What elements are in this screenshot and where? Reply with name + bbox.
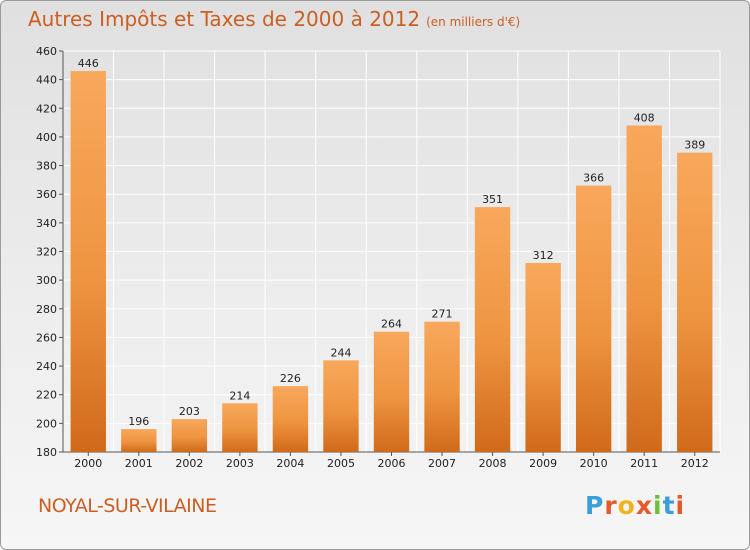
y-tick-label: 440 [36,74,57,87]
x-tick-label: 2000 [74,457,102,470]
bars [70,71,713,453]
bar-value-label: 214 [229,389,250,402]
bar-value-label: 196 [128,415,149,428]
chart-unit-label: (en milliers d'€) [426,15,521,29]
y-tick-label: 300 [36,274,57,287]
bar-value-label: 203 [179,405,200,418]
proxiti-logo: Proxiti [585,491,686,520]
bar [474,207,511,452]
x-tick-label: 2012 [681,457,709,470]
bar-value-label: 312 [533,249,554,262]
x-tick-label: 2002 [175,457,203,470]
bar [121,429,157,452]
y-tick-label: 340 [36,217,57,230]
bar-value-label: 366 [583,172,604,185]
x-tick-label: 2001 [125,457,153,470]
commune-name: NOYAL-SUR-VILAINE [38,495,217,517]
bar [323,360,359,452]
bar-value-label: 389 [684,139,705,152]
y-tick-label: 420 [36,102,57,115]
y-tick-label: 280 [36,303,57,316]
bar-value-label: 264 [381,318,402,331]
x-tick-label: 2010 [580,457,608,470]
bar [525,262,561,452]
x-tick-label: 2009 [529,457,557,470]
y-tick-label: 360 [36,188,57,201]
y-tick-label: 320 [36,246,57,259]
bar [272,386,309,452]
y-tick-label: 180 [36,446,57,459]
chart-title: Autres Impôts et Taxes de 2000 à 2012 [28,7,421,31]
x-tick-label: 2005 [327,457,355,470]
x-tick-label: 2004 [276,457,304,470]
y-tick-label: 260 [36,331,57,344]
y-tick-label: 240 [36,360,57,373]
x-tick-label: 2008 [479,457,507,470]
bar [171,419,208,452]
bar-value-label: 271 [432,308,453,321]
labels: 180 200 220 240 260 280 300 320 340 360 380 400 420 4… [36,45,709,470]
bar-value-label: 244 [330,346,351,359]
chart-title-row: Autres Impôts et Taxes de 2000 à 2012 (en… [28,7,520,31]
y-tick-label: 460 [36,45,57,58]
bar [373,331,410,452]
y-tick-label: 400 [36,131,57,144]
bar [626,125,662,452]
y-tick-label: 200 [36,417,57,430]
bar-value-label: 226 [280,372,301,385]
bar [424,321,460,452]
x-tick-label: 2011 [630,457,658,470]
bar [70,71,106,453]
x-tick-label: 2003 [226,457,254,470]
y-tick-label: 220 [36,389,57,402]
x-tick-label: 2007 [428,457,456,470]
bar [677,152,713,453]
y-tick-label: 380 [36,160,57,173]
bar-value-label: 446 [78,57,99,70]
bar [575,185,612,452]
bar-value-label: 351 [482,193,503,206]
bar-value-label: 408 [634,111,655,124]
x-tick-label: 2006 [378,457,406,470]
bar [222,403,258,452]
